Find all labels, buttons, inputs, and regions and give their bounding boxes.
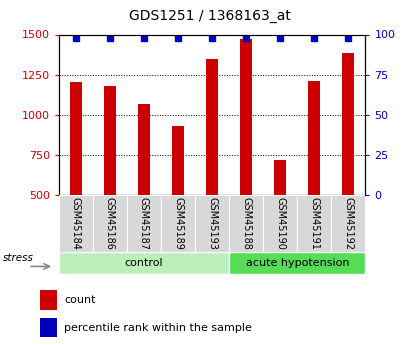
Bar bbox=[104, 86, 116, 195]
Bar bbox=[70, 82, 82, 195]
Bar bbox=[59, 252, 229, 274]
Bar bbox=[93, 195, 127, 252]
Bar bbox=[40, 290, 57, 309]
Text: GSM45193: GSM45193 bbox=[207, 197, 217, 249]
Bar bbox=[297, 195, 331, 252]
Bar bbox=[195, 195, 229, 252]
Bar bbox=[161, 195, 195, 252]
Text: GSM45184: GSM45184 bbox=[71, 197, 81, 249]
Text: acute hypotension: acute hypotension bbox=[246, 258, 349, 268]
Bar bbox=[206, 59, 218, 195]
Text: percentile rank within the sample: percentile rank within the sample bbox=[65, 323, 252, 333]
Bar bbox=[240, 39, 252, 195]
Bar bbox=[342, 53, 354, 195]
Bar bbox=[274, 160, 286, 195]
Bar bbox=[127, 195, 161, 252]
Bar bbox=[308, 81, 320, 195]
Bar bbox=[263, 195, 297, 252]
Text: count: count bbox=[65, 295, 96, 305]
Bar bbox=[331, 195, 365, 252]
Text: GSM45187: GSM45187 bbox=[139, 197, 149, 250]
Bar bbox=[229, 195, 263, 252]
Text: GSM45189: GSM45189 bbox=[173, 197, 183, 249]
Bar bbox=[229, 252, 365, 274]
Text: GSM45188: GSM45188 bbox=[241, 197, 251, 249]
Text: GSM45190: GSM45190 bbox=[275, 197, 285, 249]
Text: stress: stress bbox=[3, 253, 34, 263]
Bar bbox=[40, 318, 57, 337]
Text: GSM45191: GSM45191 bbox=[309, 197, 319, 249]
Text: GSM45192: GSM45192 bbox=[344, 197, 353, 250]
Bar bbox=[59, 195, 93, 252]
Text: control: control bbox=[125, 258, 163, 268]
Bar bbox=[138, 104, 150, 195]
Text: GSM45186: GSM45186 bbox=[105, 197, 115, 249]
Text: GDS1251 / 1368163_at: GDS1251 / 1368163_at bbox=[129, 9, 291, 23]
Bar bbox=[172, 126, 184, 195]
